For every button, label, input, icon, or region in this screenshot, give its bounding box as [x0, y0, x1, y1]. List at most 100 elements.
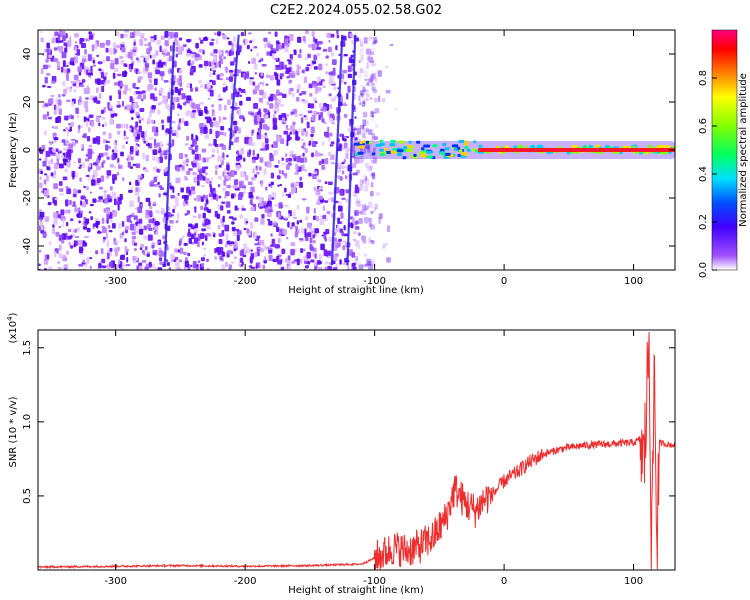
- colorbar: 0.00.20.40.60.8 Normalized spectral ampl…: [698, 29, 749, 278]
- spectrogram-cell: [289, 136, 292, 140]
- spectrogram-cell: [301, 198, 307, 201]
- spectrogram-cell: [258, 166, 262, 171]
- spectrogram-cell: [228, 40, 232, 46]
- spectrogram-cell: [192, 162, 197, 168]
- spectrogram-cell: [109, 186, 113, 191]
- spectrogram-cell: [87, 148, 93, 155]
- spectrogram-cell: [72, 188, 78, 194]
- spectrogram-cell: [251, 57, 256, 64]
- spectrogram-cell: [246, 44, 250, 50]
- spectrogram-cell: [306, 223, 312, 229]
- spectrogram-cell: [194, 53, 200, 58]
- spectrogram-cell: [181, 195, 187, 199]
- spectrogram-cell: [98, 122, 101, 127]
- signal-cell: [357, 145, 365, 149]
- spectrogram-cell: [233, 125, 239, 132]
- spectrogram-cell: [181, 93, 186, 100]
- spectrogram-cell: [184, 213, 188, 216]
- spectrogram-cell: [81, 79, 86, 83]
- spectrogram-cell: [206, 157, 209, 163]
- spectrogram-cell: [38, 268, 41, 270]
- spectrogram-cell: [120, 151, 124, 157]
- spectrogram-cell: [288, 59, 292, 65]
- spectrogram-cell: [196, 162, 201, 170]
- spectrogram-cell: [274, 57, 279, 61]
- spectrogram-cell: [359, 124, 364, 129]
- spectrogram-cell: [58, 181, 63, 186]
- spectrogram-cell: [43, 258, 49, 265]
- spectrogram-cell: [81, 204, 87, 208]
- spectrogram-cell: [284, 35, 288, 39]
- spectrogram-cell: [202, 176, 206, 181]
- spectrogram-cell: [310, 133, 314, 138]
- spectrogram-cell: [228, 266, 232, 270]
- spectrogram-cell: [304, 228, 307, 235]
- spectrogram-cell: [340, 73, 345, 79]
- spectrogram-cell: [357, 127, 362, 135]
- spectrogram-cell: [276, 135, 281, 142]
- spectrogram-cell: [305, 236, 309, 242]
- spectrogram-cell: [333, 96, 337, 99]
- spectrogram-cell: [113, 67, 119, 73]
- spectrogram-cell: [133, 224, 137, 232]
- spectrogram-cell: [112, 42, 117, 49]
- spectrogram-cell: [305, 216, 309, 221]
- signal-cell: [458, 140, 465, 144]
- spectrogram-cell: [243, 227, 247, 231]
- spectrogram-cell: [87, 165, 91, 172]
- spectrogram-cell: [267, 218, 271, 221]
- spectrogram-cell: [143, 249, 146, 256]
- spectrogram-cell: [239, 94, 243, 98]
- spectrogram-cell: [298, 113, 303, 116]
- spectrogram-cell: [299, 219, 303, 223]
- spectrogram-cell: [72, 193, 77, 198]
- spectrogram-cell: [240, 89, 246, 93]
- spectrogram-cell: [127, 155, 132, 161]
- signal-cell: [466, 148, 471, 152]
- spectrogram-cell: [146, 253, 150, 257]
- spectrogram-cell: [384, 242, 388, 246]
- spectrogram-cell: [66, 149, 72, 157]
- spectrogram-cell: [244, 174, 249, 181]
- signal-cell: [647, 144, 652, 148]
- spectrogram-cell: [274, 111, 277, 114]
- spectrogram-cell: [362, 240, 367, 244]
- spectrogram-cell: [301, 69, 305, 74]
- spectrogram-cell: [313, 176, 318, 179]
- spectrogram-cell: [150, 180, 154, 185]
- spectrogram-cell: [96, 165, 101, 171]
- spectrogram-cell: [145, 197, 151, 202]
- spectrogram-cell: [325, 55, 329, 59]
- spectrogram-cell: [101, 72, 104, 79]
- spectrogram-cell: [345, 198, 349, 203]
- spectrogram-cell: [70, 81, 75, 84]
- spectrogram-cell: [289, 131, 293, 135]
- spectrogram-cell: [305, 130, 308, 137]
- spectrogram-cell: [102, 124, 105, 127]
- spectrogram-cell: [78, 220, 81, 224]
- spectrogram-cell: [127, 51, 133, 59]
- spectrogram-cell: [47, 64, 51, 69]
- spectrogram-cell: [296, 258, 300, 266]
- spectrogram-cell: [273, 204, 279, 207]
- spectrogram-cell: [368, 237, 371, 244]
- signal-cell: [405, 148, 413, 152]
- spectrogram-cell: [80, 247, 84, 251]
- spectrogram-cell: [184, 175, 188, 180]
- spectrogram-cell: [369, 159, 374, 165]
- spectrogram-cell: [139, 247, 143, 251]
- spectrogram-cell: [46, 48, 50, 53]
- spectrogram-cell: [135, 187, 139, 192]
- spectrogram-cell: [316, 53, 321, 57]
- spectrogram-cell: [53, 125, 56, 129]
- spectrogram-cell: [296, 88, 300, 94]
- spectrogram-cell: [72, 83, 77, 87]
- spectrogram-cell: [233, 179, 239, 186]
- spectrogram-cell: [135, 143, 138, 146]
- spectrogram-cell: [270, 197, 275, 200]
- spectrogram-cell: [357, 232, 361, 237]
- spectrogram-cell: [302, 152, 305, 157]
- spectrogram-cell: [154, 87, 157, 91]
- spectrogram-cell: [239, 257, 244, 263]
